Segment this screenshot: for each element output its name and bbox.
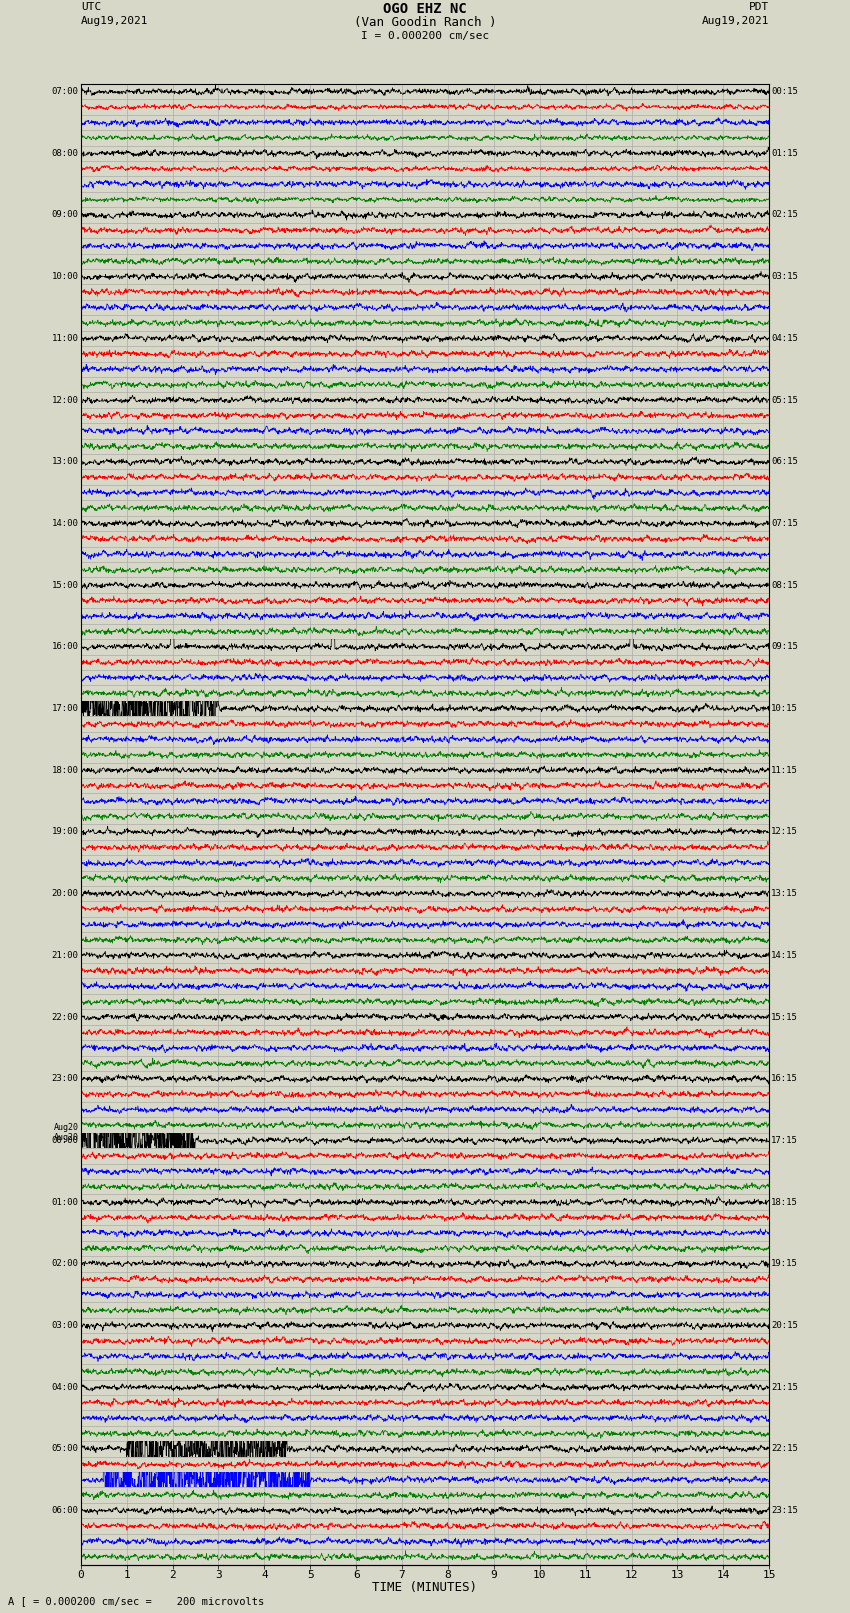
Text: 07:00: 07:00 — [52, 87, 79, 97]
Text: 17:15: 17:15 — [771, 1136, 798, 1145]
Text: 14:15: 14:15 — [771, 950, 798, 960]
Text: 13:15: 13:15 — [771, 889, 798, 898]
Text: 09:15: 09:15 — [771, 642, 798, 652]
Text: 02:15: 02:15 — [771, 210, 798, 219]
Text: 15:15: 15:15 — [771, 1013, 798, 1021]
Text: 06:00: 06:00 — [52, 1507, 79, 1515]
Text: Aug19,2021: Aug19,2021 — [702, 16, 769, 26]
Text: 15:00: 15:00 — [52, 581, 79, 590]
Text: 00:00: 00:00 — [52, 1136, 79, 1145]
Text: 09:00: 09:00 — [52, 210, 79, 219]
Text: 10:15: 10:15 — [771, 703, 798, 713]
Text: 21:00: 21:00 — [52, 950, 79, 960]
Text: 06:15: 06:15 — [771, 456, 798, 466]
Text: 23:15: 23:15 — [771, 1507, 798, 1515]
Text: 04:00: 04:00 — [52, 1382, 79, 1392]
Text: 16:15: 16:15 — [771, 1074, 798, 1084]
Text: 11:00: 11:00 — [52, 334, 79, 344]
Text: 20:00: 20:00 — [52, 889, 79, 898]
Text: 01:00: 01:00 — [52, 1197, 79, 1207]
Text: 12:15: 12:15 — [771, 827, 798, 837]
Text: 18:15: 18:15 — [771, 1197, 798, 1207]
Text: 11:15: 11:15 — [771, 766, 798, 774]
Text: 08:15: 08:15 — [771, 581, 798, 590]
Text: Aug20: Aug20 — [54, 1123, 79, 1132]
Text: 14:00: 14:00 — [52, 519, 79, 527]
Text: 05:15: 05:15 — [771, 395, 798, 405]
Text: 05:00: 05:00 — [52, 1444, 79, 1453]
Text: 22:15: 22:15 — [771, 1444, 798, 1453]
Text: 08:00: 08:00 — [52, 148, 79, 158]
Text: Aug20: Aug20 — [54, 1132, 79, 1142]
Text: 02:00: 02:00 — [52, 1260, 79, 1268]
Text: 18:00: 18:00 — [52, 766, 79, 774]
Text: 04:15: 04:15 — [771, 334, 798, 344]
Text: 01:15: 01:15 — [771, 148, 798, 158]
Text: 23:00: 23:00 — [52, 1074, 79, 1084]
Text: PDT: PDT — [749, 3, 769, 13]
Text: 20:15: 20:15 — [771, 1321, 798, 1331]
Text: I = 0.000200 cm/sec: I = 0.000200 cm/sec — [361, 31, 489, 40]
Text: 10:00: 10:00 — [52, 273, 79, 281]
Text: 13:00: 13:00 — [52, 456, 79, 466]
Text: 22:00: 22:00 — [52, 1013, 79, 1021]
Text: 16:00: 16:00 — [52, 642, 79, 652]
Text: TIME (MINUTES): TIME (MINUTES) — [372, 1581, 478, 1594]
Text: A [ = 0.000200 cm/sec =    200 microvolts: A [ = 0.000200 cm/sec = 200 microvolts — [8, 1597, 264, 1607]
Text: (Van Goodin Ranch ): (Van Goodin Ranch ) — [354, 16, 496, 29]
Text: 03:00: 03:00 — [52, 1321, 79, 1331]
Text: UTC: UTC — [81, 3, 101, 13]
Text: 03:15: 03:15 — [771, 273, 798, 281]
Text: 00:15: 00:15 — [771, 87, 798, 97]
Text: 19:15: 19:15 — [771, 1260, 798, 1268]
Text: 19:00: 19:00 — [52, 827, 79, 837]
Text: OGO EHZ NC: OGO EHZ NC — [383, 3, 467, 16]
Text: 07:15: 07:15 — [771, 519, 798, 527]
Text: 17:00: 17:00 — [52, 703, 79, 713]
Text: Aug19,2021: Aug19,2021 — [81, 16, 148, 26]
Text: 21:15: 21:15 — [771, 1382, 798, 1392]
Text: 12:00: 12:00 — [52, 395, 79, 405]
